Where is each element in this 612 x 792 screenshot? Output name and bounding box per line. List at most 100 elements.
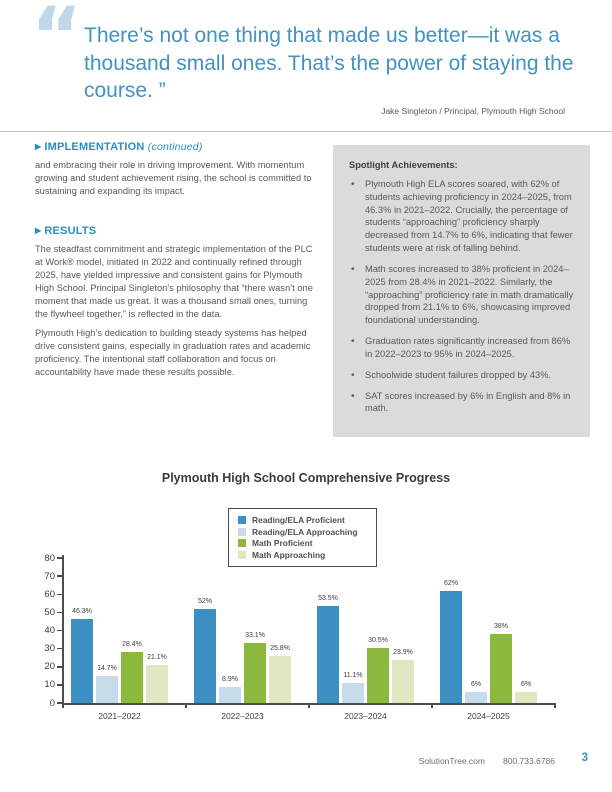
- chart-bar: [121, 651, 143, 703]
- spotlight-achievements-box: Spotlight Achievements: Plymouth High EL…: [333, 145, 590, 437]
- legend-swatch-icon: [238, 516, 246, 524]
- y-axis-tick-label: 40: [44, 625, 55, 636]
- spotlight-title: Spotlight Achievements:: [349, 160, 458, 170]
- spotlight-bullet: Schoolwide student failures dropped by 4…: [349, 369, 574, 383]
- chart-bar: [440, 590, 462, 703]
- y-axis-tick-label: 30: [44, 643, 55, 655]
- chart-bar: [392, 659, 414, 703]
- x-axis-tick: [185, 703, 187, 708]
- category-label: 2024–2025: [467, 711, 510, 721]
- bar-value-label: 11.1%: [343, 671, 363, 679]
- bar-value-label: 23.9%: [393, 648, 413, 656]
- chart-bar: [317, 606, 339, 703]
- legend-swatch-icon: [238, 539, 246, 547]
- y-axis-tick-label: 80: [44, 552, 55, 564]
- legend-swatch-icon: [238, 550, 246, 559]
- left-column: ▶ IMPLEMENTATION (continued) and embracin…: [35, 141, 313, 379]
- category-label: 2021–2022: [98, 711, 141, 721]
- horizontal-divider: [0, 131, 612, 132]
- y-axis-tick-label: 60: [44, 588, 55, 600]
- x-axis-tick: [308, 703, 310, 708]
- y-axis-line: [62, 555, 64, 705]
- results-header: ▶ RESULTS: [35, 225, 313, 237]
- results-paragraph: The steadfast commitment and strategic i…: [35, 244, 313, 320]
- y-axis-tick-label: 10: [44, 679, 55, 691]
- chart-bar: [244, 643, 266, 703]
- results-paragraph: Plymouth High’s dedication to building s…: [35, 328, 311, 378]
- x-axis-tick: [431, 703, 433, 708]
- implementation-header: ▶ IMPLEMENTATION (continued): [35, 141, 313, 153]
- legend-entry-label: Math Proficient: [252, 538, 313, 548]
- y-axis-tick: [57, 575, 62, 577]
- y-axis-tick: [57, 611, 62, 614]
- legend-entry: Reading/ELA Proficient: [238, 515, 368, 525]
- spotlight-bullet: Math scores increased to 38% proficient …: [349, 263, 574, 327]
- chart-legend: Reading/ELA Proficient Reading/ELA Approa…: [228, 508, 377, 567]
- chart-bar: [515, 692, 537, 703]
- y-axis-tick-label: 20: [44, 661, 55, 673]
- implementation-continued: (continued): [147, 141, 203, 153]
- y-axis-tick-label: 0: [49, 697, 55, 709]
- bar-value-label: 6%: [520, 681, 532, 689]
- y-axis-tick: [57, 629, 62, 632]
- legend-entry-label: Reading/ELA Proficient: [252, 515, 345, 525]
- bar-value-label: 28.4%: [122, 640, 142, 648]
- x-axis-tick: [554, 703, 556, 708]
- chart-bar: [194, 608, 216, 703]
- bar-value-label: 62%: [443, 579, 458, 587]
- chart-bar: [269, 656, 291, 703]
- chart-bar: [219, 686, 241, 703]
- y-axis-tick: [57, 647, 62, 650]
- page-number: 3: [581, 752, 588, 764]
- chart-bar: [96, 676, 118, 703]
- triangle-marker-icon: ▶: [35, 226, 42, 236]
- spotlight-bullet: Graduation rates significantly increased…: [349, 335, 574, 361]
- legend-entry-label: Reading/ELA Approaching: [252, 526, 358, 537]
- footer-phone: 800.733.6786: [503, 756, 555, 766]
- footer-website: SolutionTree.com: [418, 756, 485, 766]
- quote-mark-icon: “: [31, 0, 83, 82]
- results-title: RESULTS: [44, 225, 97, 238]
- y-axis-tick-label: 50: [44, 606, 55, 618]
- y-axis-tick: [57, 557, 62, 559]
- chart-bar: [465, 692, 487, 703]
- legend-swatch-icon: [238, 527, 246, 536]
- bar-value-label: 14.7%: [97, 665, 117, 673]
- y-axis-tick: [57, 684, 62, 686]
- y-axis-tick: [57, 666, 62, 668]
- y-axis-tick: [57, 593, 62, 595]
- bar-value-label: 30.5%: [368, 636, 388, 644]
- y-axis-tick-label: 70: [44, 570, 55, 582]
- quote-attribution: Jake Singleton / Principal, Plymouth Hig…: [381, 106, 565, 116]
- spotlight-bullet: SAT scores increased by 6% in English an…: [349, 390, 574, 416]
- bar-value-label: 21.1%: [147, 653, 167, 661]
- legend-entry: Math Proficient: [238, 538, 368, 548]
- implementation-title: IMPLEMENTATION: [44, 141, 145, 153]
- results-paragraphs: The steadfast commitment and strategic i…: [35, 243, 313, 379]
- chart-bar: [490, 634, 512, 703]
- chart-bar: [71, 619, 93, 703]
- pull-quote: There’s not one thing that made us bette…: [84, 24, 574, 102]
- spotlight-bullet: Plymouth High ELA scores soared, with 62…: [349, 178, 574, 255]
- category-label: 2023–2024: [344, 711, 387, 721]
- chart-bar: [367, 647, 389, 703]
- x-axis-tick: [62, 703, 64, 708]
- implementation-paragraph: and embracing their role in driving impr…: [35, 160, 312, 197]
- bar-value-label: 25.8%: [270, 645, 290, 653]
- bar-value-label: 53.5%: [318, 595, 338, 603]
- bar-value-label: 8.9%: [222, 675, 238, 683]
- legend-entry-label: Math Approaching: [252, 549, 326, 560]
- legend-entry: Math Approaching: [238, 550, 368, 560]
- bar-value-label: 38%: [493, 623, 508, 631]
- chart-title: Plymouth High School Comprehensive Progr…: [161, 471, 451, 485]
- legend-entry: Reading/ELA Approaching: [238, 527, 368, 537]
- chart-bar: [342, 682, 364, 703]
- bar-value-label: 52%: [197, 597, 212, 605]
- bar-chart: 0 10 20 30 40 50 60 70 80 2021–2022 2022–2023 2023–…: [35, 552, 580, 732]
- footer: SolutionTree.com 800.733.6786: [419, 756, 555, 766]
- spotlight-bullet-list: Plymouth High ELA scores soared, with 62…: [349, 178, 574, 415]
- triangle-marker-icon: ▶: [35, 142, 42, 151]
- y-axis-tick: [57, 702, 62, 704]
- category-label: 2022–2023: [221, 711, 264, 721]
